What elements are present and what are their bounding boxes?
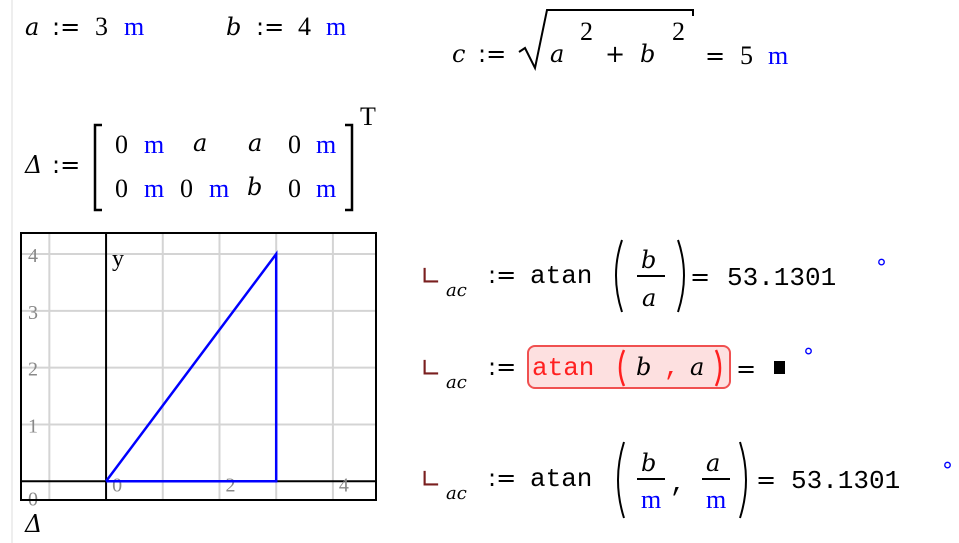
result: 53.1301 <box>727 263 836 293</box>
numerator: a <box>706 449 720 477</box>
assign-op: := <box>52 151 80 179</box>
subscript: ac <box>446 483 467 504</box>
numerator: b <box>641 246 656 274</box>
var-b: b <box>640 40 655 68</box>
function-name: atan <box>530 464 592 494</box>
denominator-unit: m <box>706 485 726 514</box>
function-name: atan <box>530 261 592 291</box>
exponent: 2 <box>672 17 685 46</box>
plus-op: + <box>605 40 625 68</box>
sqrt-icon <box>518 9 694 72</box>
var-b: b <box>226 13 241 41</box>
exponent: 2 <box>580 17 593 46</box>
right-paren <box>677 239 685 313</box>
y-tick-label: 2 <box>28 359 38 381</box>
value: 3 <box>95 12 108 41</box>
matrix-cell-unit: m <box>316 174 336 203</box>
assign-op: := <box>488 353 516 381</box>
var-a: a <box>25 13 39 41</box>
angle-icon: ∟ <box>420 354 442 384</box>
angle-icon: ∟ <box>420 465 442 495</box>
x-tick-label: 2 <box>225 474 235 496</box>
assign-op: := <box>52 13 80 41</box>
region-angle-atan-unitless[interactable]: ∟ ac := atan b m , a m = 53.1301 ° <box>420 441 953 519</box>
region-angle-atan-fraction[interactable]: ∟ ac := atan b a = 53.1301 ° <box>420 239 887 313</box>
equals-op: = <box>705 42 725 70</box>
matrix-cell-unit: m <box>144 130 164 159</box>
plot-background <box>21 233 376 500</box>
matrix-cell: 0 <box>115 130 128 159</box>
matrix-cell: a <box>248 129 262 157</box>
matrix-cell: b <box>247 173 262 201</box>
error-highlight[interactable] <box>527 345 731 389</box>
left-bracket <box>93 123 102 212</box>
region-a-definition[interactable]: a := 3 m <box>25 12 144 41</box>
comma: , <box>670 469 686 499</box>
x-label-clip: x <box>351 493 363 519</box>
matrix-cell: 0 <box>288 174 301 203</box>
result: 5 <box>740 41 753 70</box>
transpose-op: T <box>360 102 376 131</box>
assign-op: := <box>478 40 506 68</box>
series-line-triangle <box>105 250 278 483</box>
var-c: c <box>452 40 465 68</box>
assign-op: := <box>488 261 516 289</box>
equals-op: = <box>690 263 710 291</box>
argument: a <box>690 353 704 381</box>
plot-series <box>105 250 278 483</box>
denominator: a <box>642 284 656 312</box>
numerator: b <box>641 449 656 477</box>
unit-degree: ° <box>942 459 953 484</box>
right-paren <box>739 441 747 519</box>
unit-degree: ° <box>876 256 887 281</box>
region-matrix-definition[interactable]: Δ := T 0 m a a 0 m 0 m 0 m b 0 m <box>24 102 376 212</box>
matrix-cell-unit: m <box>316 130 336 159</box>
region-b-definition[interactable]: b := 4 m <box>226 12 346 41</box>
matrix-cell-unit: m <box>144 174 164 203</box>
denominator-unit: m <box>641 485 661 514</box>
unit: m <box>326 12 346 41</box>
left-paren <box>615 239 623 313</box>
plot-frame <box>20 232 377 501</box>
unit: m <box>768 41 788 70</box>
plot-caption: Δ <box>24 510 42 538</box>
left-paren <box>617 441 625 519</box>
left-paren <box>618 349 626 387</box>
x-tick-label: 0 <box>112 474 122 496</box>
value: 4 <box>298 12 311 41</box>
right-bracket <box>345 123 354 212</box>
unit: m <box>124 12 144 41</box>
comma: , <box>664 353 680 383</box>
subscript: ac <box>446 372 467 393</box>
unit-degree: ° <box>803 345 814 370</box>
subscript: ac <box>446 280 467 301</box>
y-axis-label: y <box>112 246 124 272</box>
y-tick-label: 3 <box>28 302 38 324</box>
assign-op: := <box>488 464 516 492</box>
x-axis-label: x <box>351 493 363 519</box>
matrix-cell: a <box>193 129 207 157</box>
y-tick-label: 1 <box>28 415 38 437</box>
var-delta: Δ <box>24 151 42 179</box>
matrix-cell: 0 <box>115 174 128 203</box>
result-placeholder[interactable] <box>774 361 785 374</box>
equals-op: = <box>736 355 756 383</box>
matrix-cell: 0 <box>288 130 301 159</box>
right-paren <box>714 349 722 387</box>
assign-op: := <box>256 13 284 41</box>
region-angle-atan-two-arg-error[interactable]: ∟ ac := atan b , a = ° <box>420 345 814 393</box>
result: 53.1301 <box>791 466 900 496</box>
equals-op: = <box>756 466 776 494</box>
x-tick-label: 4 <box>339 474 349 496</box>
argument: b <box>636 353 651 381</box>
function-name: atan <box>532 353 594 383</box>
angle-icon: ∟ <box>420 262 442 292</box>
matrix-cell-unit: m <box>209 174 229 203</box>
var-a: a <box>550 40 564 68</box>
y-tick-label: 4 <box>28 245 38 267</box>
matrix-cell: 0 <box>180 174 193 203</box>
region-c-definition[interactable]: c := a 2 + b 2 = 5 m <box>452 9 788 72</box>
